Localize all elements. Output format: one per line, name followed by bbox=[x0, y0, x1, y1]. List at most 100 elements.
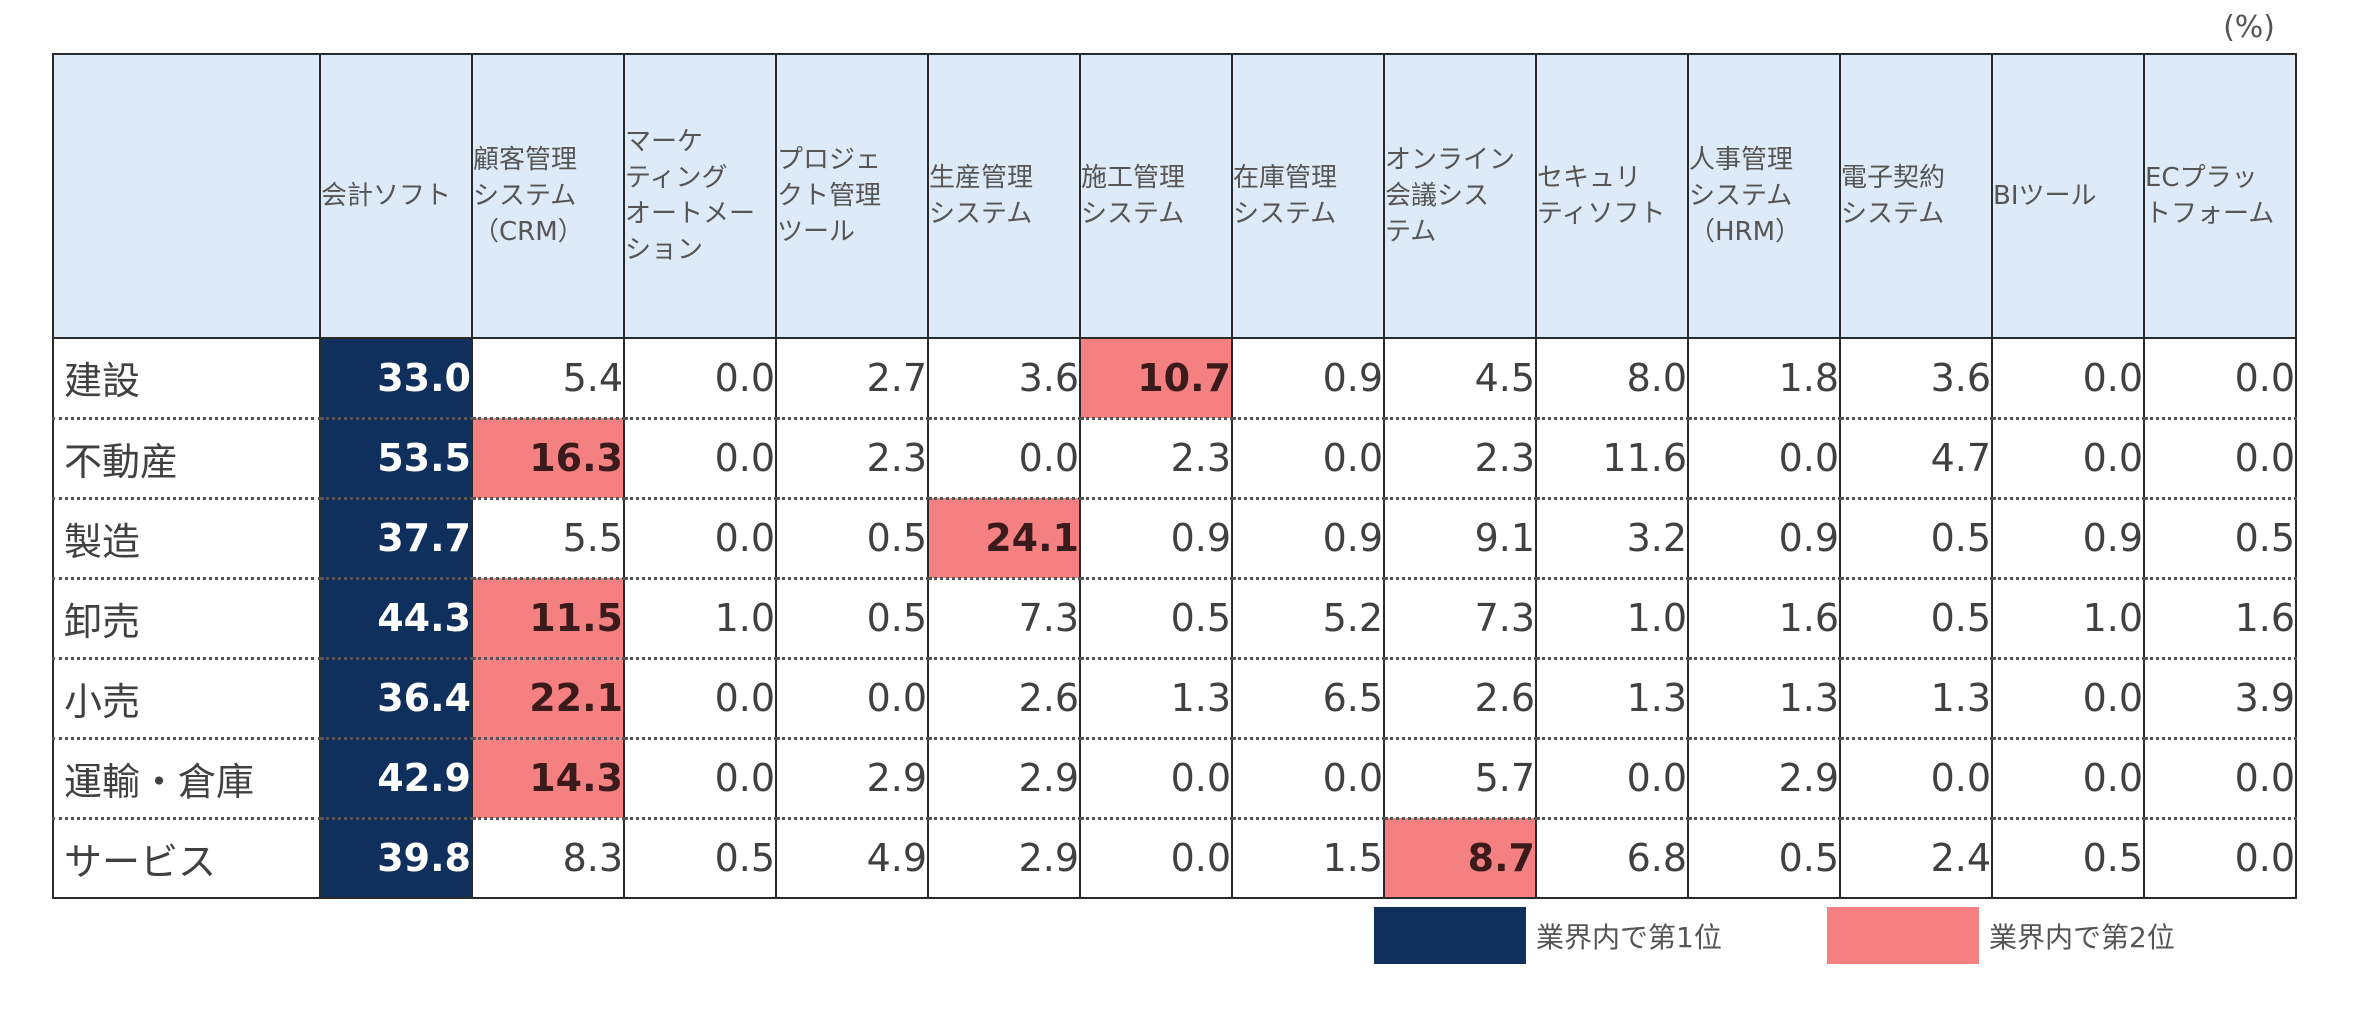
value-cell: 0.5 bbox=[1687, 818, 1841, 899]
header-row: 会計ソフト 顧客管理 システム （CRM） マーケ ティング オートメー ション プロ… bbox=[52, 53, 2297, 339]
value-cell: 1.3 bbox=[1687, 658, 1841, 740]
value-cell: 2.9 bbox=[927, 818, 1081, 899]
value-cell: 1.0 bbox=[1535, 578, 1689, 660]
value-cell-rank2: 14.3 bbox=[471, 738, 625, 820]
value-cell: 8.0 bbox=[1535, 338, 1689, 420]
value-cell: 0.0 bbox=[1079, 738, 1233, 820]
column-header-label: 電子契約 システム bbox=[1841, 163, 1946, 229]
column-header: オンライン 会議シス テム bbox=[1383, 53, 1537, 339]
table-row: サービス 39.8 8.3 0.5 4.9 2.9 0.0 1.5 8.7 6.8 0.5 2.4 0.… bbox=[52, 818, 2297, 899]
value-cell-rank1: 37.7 bbox=[319, 498, 473, 580]
value-cell: 4.5 bbox=[1383, 338, 1537, 420]
column-header-label: 顧客管理 システム （CRM） bbox=[473, 145, 584, 247]
row-label: 小売 bbox=[52, 658, 321, 740]
value-cell: 1.5 bbox=[1231, 818, 1385, 899]
table-row: 建設 33.0 5.4 0.0 2.7 3.6 10.7 0.9 4.5 8.0 1.8 3.6 0.0… bbox=[52, 338, 2297, 420]
value-cell: 2.6 bbox=[927, 658, 1081, 740]
value-cell-rank2: 8.7 bbox=[1383, 818, 1537, 899]
value-cell: 0.0 bbox=[623, 658, 777, 740]
value-cell: 2.3 bbox=[1383, 418, 1537, 500]
value-cell: 0.5 bbox=[1079, 578, 1233, 660]
column-header: ECプラッ トフォーム bbox=[2143, 53, 2297, 339]
column-header-label: プロジェ クト管理 ツール bbox=[777, 145, 882, 247]
value-cell: 1.0 bbox=[1991, 578, 2145, 660]
value-cell-rank2: 24.1 bbox=[927, 498, 1081, 580]
column-header: マーケ ティング オートメー ション bbox=[623, 53, 777, 339]
value-cell: 7.3 bbox=[927, 578, 1081, 660]
value-cell-rank1: 36.4 bbox=[319, 658, 473, 740]
column-header: 顧客管理 システム （CRM） bbox=[471, 53, 625, 339]
value-cell: 0.0 bbox=[623, 738, 777, 820]
value-cell: 3.6 bbox=[1839, 338, 1993, 420]
value-cell: 0.0 bbox=[1839, 738, 1993, 820]
value-cell: 2.4 bbox=[1839, 818, 1993, 899]
value-cell: 5.4 bbox=[471, 338, 625, 420]
value-cell: 7.3 bbox=[1383, 578, 1537, 660]
column-header-label: マーケ ティング オートメー ション bbox=[625, 127, 756, 265]
column-header: 生産管理 システム bbox=[927, 53, 1081, 339]
value-cell: 1.3 bbox=[1839, 658, 1993, 740]
value-cell: 2.9 bbox=[1687, 738, 1841, 820]
value-cell: 0.0 bbox=[1231, 738, 1385, 820]
value-cell-rank1: 42.9 bbox=[319, 738, 473, 820]
value-cell: 0.5 bbox=[1839, 578, 1993, 660]
column-header: セキュリ ティソフト bbox=[1535, 53, 1689, 339]
value-cell: 0.5 bbox=[1991, 818, 2145, 899]
table-row: 不動産 53.5 16.3 0.0 2.3 0.0 2.3 0.0 2.3 11.6 0.0 4.7 0… bbox=[52, 418, 2297, 500]
legend-rank1-swatch bbox=[1374, 907, 1526, 964]
legend-rank1-label: 業界内で第1位 bbox=[1536, 920, 1722, 954]
value-cell: 3.9 bbox=[2143, 658, 2297, 740]
value-cell-rank1: 33.0 bbox=[319, 338, 473, 420]
value-cell: 2.9 bbox=[927, 738, 1081, 820]
value-cell: 4.7 bbox=[1839, 418, 1993, 500]
value-cell: 0.9 bbox=[1231, 498, 1385, 580]
column-header-label: 会計ソフト bbox=[321, 181, 452, 211]
table-row: 卸売 44.3 11.5 1.0 0.5 7.3 0.5 5.2 7.3 1.0 1.6 0.5 1.0… bbox=[52, 578, 2297, 660]
table-row: 運輸・倉庫 42.9 14.3 0.0 2.9 2.9 0.0 0.0 5.7 0.0 2.9 0.0… bbox=[52, 738, 2297, 820]
column-header: BIツール bbox=[1991, 53, 2145, 339]
industry-tool-table: 会計ソフト 顧客管理 システム （CRM） マーケ ティング オートメー ション プロ… bbox=[52, 53, 2297, 899]
column-header-label: ECプラッ トフォーム bbox=[2145, 163, 2275, 229]
value-cell-rank2: 11.5 bbox=[471, 578, 625, 660]
value-cell-rank2: 22.1 bbox=[471, 658, 625, 740]
value-cell: 0.5 bbox=[775, 498, 929, 580]
value-cell: 0.0 bbox=[775, 658, 929, 740]
value-cell: 2.6 bbox=[1383, 658, 1537, 740]
table-body: 建設 33.0 5.4 0.0 2.7 3.6 10.7 0.9 4.5 8.0 1.8 3.6 0.0… bbox=[52, 338, 2297, 899]
value-cell: 0.5 bbox=[623, 818, 777, 899]
value-cell: 0.0 bbox=[623, 338, 777, 420]
value-cell: 0.5 bbox=[1839, 498, 1993, 580]
table-row: 製造 37.7 5.5 0.0 0.5 24.1 0.9 0.9 9.1 3.2 0.9 0.5 0.9… bbox=[52, 498, 2297, 580]
value-cell: 0.9 bbox=[1687, 498, 1841, 580]
table-row: 小売 36.4 22.1 0.0 0.0 2.6 1.3 6.5 2.6 1.3 1.3 1.3 0.0… bbox=[52, 658, 2297, 740]
value-cell: 2.3 bbox=[775, 418, 929, 500]
column-header-label: 施工管理 システム bbox=[1081, 163, 1186, 229]
value-cell: 0.0 bbox=[1079, 818, 1233, 899]
legend-rank2: 業界内で第2位 bbox=[1827, 907, 2175, 964]
value-cell: 0.0 bbox=[1991, 738, 2145, 820]
value-cell: 0.9 bbox=[1231, 338, 1385, 420]
value-cell-rank1: 44.3 bbox=[319, 578, 473, 660]
value-cell: 1.0 bbox=[623, 578, 777, 660]
column-header: 在庫管理 システム bbox=[1231, 53, 1385, 339]
value-cell: 5.2 bbox=[1231, 578, 1385, 660]
value-cell-rank1: 53.5 bbox=[319, 418, 473, 500]
value-cell: 0.0 bbox=[2143, 738, 2297, 820]
value-cell: 4.9 bbox=[775, 818, 929, 899]
value-cell: 0.0 bbox=[2143, 418, 2297, 500]
row-label: 運輸・倉庫 bbox=[52, 738, 321, 820]
value-cell: 0.0 bbox=[1231, 418, 1385, 500]
value-cell: 0.0 bbox=[623, 498, 777, 580]
value-cell: 0.0 bbox=[1991, 418, 2145, 500]
value-cell: 0.0 bbox=[1535, 738, 1689, 820]
value-cell: 5.7 bbox=[1383, 738, 1537, 820]
column-header-label: 在庫管理 システム bbox=[1233, 163, 1338, 229]
value-cell: 0.0 bbox=[1687, 418, 1841, 500]
value-cell: 0.0 bbox=[2143, 338, 2297, 420]
value-cell: 0.0 bbox=[1991, 338, 2145, 420]
column-header-label: オンライン 会議シス テム bbox=[1385, 145, 1516, 247]
column-header: プロジェ クト管理 ツール bbox=[775, 53, 929, 339]
row-label: サービス bbox=[52, 818, 321, 899]
column-header-label: 生産管理 システム bbox=[929, 163, 1034, 229]
value-cell: 0.9 bbox=[1079, 498, 1233, 580]
